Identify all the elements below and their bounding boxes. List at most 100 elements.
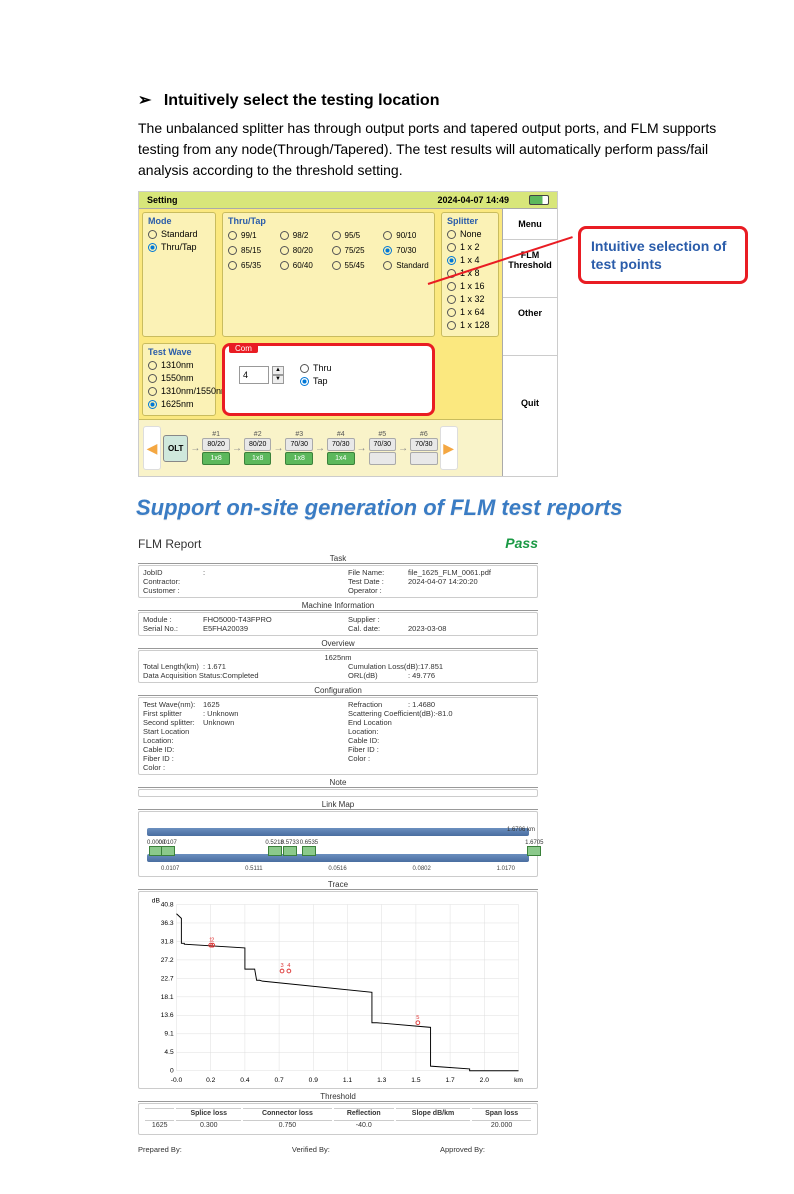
svg-text:31.8: 31.8 xyxy=(161,938,174,945)
svg-text:0.7: 0.7 xyxy=(274,1077,284,1084)
wave-option[interactable]: 1310nm xyxy=(148,360,210,370)
note-header: Note xyxy=(138,778,538,788)
thrutap-option[interactable]: 98/2 xyxy=(280,231,326,240)
wave-option[interactable]: 1550nm xyxy=(148,373,210,383)
report-field: Cal. date:2023-03-08 xyxy=(348,624,533,633)
svg-text:18.1: 18.1 xyxy=(161,994,174,1001)
svg-text:4.5: 4.5 xyxy=(164,1049,174,1056)
splitter-option[interactable]: 1 x 2 xyxy=(447,242,493,252)
chain-node[interactable]: #570/30 xyxy=(369,431,397,465)
mode-option[interactable]: Standard xyxy=(148,229,210,239)
report-field: Scattering Coefficient(dB):-81.0 xyxy=(348,709,533,718)
svg-text:1.3: 1.3 xyxy=(377,1077,387,1084)
svg-text:1.5: 1.5 xyxy=(411,1077,421,1084)
threshold-cell: 0.750 xyxy=(243,1120,332,1130)
chain-node[interactable]: #280/201x8 xyxy=(244,431,272,465)
svg-text:27.2: 27.2 xyxy=(161,957,174,964)
com-value-input[interactable] xyxy=(239,366,269,384)
report-field: Cumulation Loss(dB):17.851 xyxy=(348,662,533,671)
svg-text:-0.0: -0.0 xyxy=(171,1077,183,1084)
svg-text:0.9: 0.9 xyxy=(309,1077,319,1084)
task-header: Task xyxy=(138,554,538,564)
chain-next-button[interactable]: ▶ xyxy=(440,426,458,470)
linkmap-header: Link Map xyxy=(138,800,538,810)
report-title: FLM Report xyxy=(138,537,505,551)
chain-node[interactable]: #670/30 xyxy=(410,431,438,465)
svg-text:3: 3 xyxy=(280,963,283,969)
splitter-option[interactable]: 1 x 128 xyxy=(447,320,493,330)
signature-field: Prepared By: xyxy=(138,1145,235,1154)
thru-radio[interactable]: Thru xyxy=(300,363,332,373)
linkmap-event: 0.6535 xyxy=(300,840,318,856)
splitter-option[interactable]: None xyxy=(447,229,493,239)
thrutap-option[interactable]: 75/25 xyxy=(332,246,378,255)
wave-option[interactable]: 1625nm xyxy=(148,399,210,409)
thrutap-option[interactable]: 55/45 xyxy=(332,261,378,270)
report-field: Color : xyxy=(348,754,533,763)
timestamp: 2024-04-07 14:49 xyxy=(437,195,509,205)
thrutap-option[interactable]: 70/30 xyxy=(383,246,429,255)
chain-prev-button[interactable]: ◀ xyxy=(143,426,161,470)
threshold-col: Span loss xyxy=(472,1108,531,1118)
thrutap-option[interactable]: 85/15 xyxy=(228,246,274,255)
device-screenshot-wrap: Setting 2024-04-07 14:49 Mode StandardTh… xyxy=(138,191,734,477)
battery-icon xyxy=(529,195,549,205)
chain-node[interactable]: #180/201x8 xyxy=(202,431,230,465)
thrutap-option[interactable]: Standard xyxy=(383,261,429,270)
tap-radio[interactable]: Tap xyxy=(300,376,332,386)
threshold-col: Connector loss xyxy=(243,1108,332,1118)
signature-field: Verified By: xyxy=(292,1145,383,1154)
report-field: File Name:file_1625_FLM_0061.pdf xyxy=(348,568,533,577)
report-field: Location: xyxy=(348,727,533,736)
report-field: Cable ID: xyxy=(143,745,328,754)
spin-up-icon[interactable]: ▲ xyxy=(272,366,284,375)
svg-text:36.3: 36.3 xyxy=(161,920,174,927)
com-spinner[interactable]: ▲▼ xyxy=(239,366,284,384)
report-field: Test Wave(nm):1625 xyxy=(143,700,328,709)
signature-row: Prepared By:Verified By:Approved By: xyxy=(138,1145,538,1154)
threshold-table: Splice lossConnector lossReflectionSlope… xyxy=(138,1103,538,1135)
quit-button[interactable]: Quit xyxy=(503,356,557,418)
thrutap-option[interactable]: 99/1 xyxy=(228,231,274,240)
section-heading: ➢ Intuitively select the testing locatio… xyxy=(138,90,734,110)
svg-text:dB: dB xyxy=(152,898,161,905)
threshold-col: Slope dB/km xyxy=(396,1108,470,1118)
splitter-option[interactable]: 1 x 32 xyxy=(447,294,493,304)
chain-node[interactable]: #370/301x8 xyxy=(285,431,313,465)
threshold-cell: 0.300 xyxy=(176,1120,241,1130)
threshold-cell: 1625 xyxy=(145,1120,174,1130)
report-field: First splitter: Unknown xyxy=(143,709,328,718)
report-field: Total Length(km): 1.671 xyxy=(143,662,328,671)
report-field: Supplier : xyxy=(348,615,533,624)
report-field: Data Acquisition Status:Completed xyxy=(143,671,328,680)
ov-center: 1625nm xyxy=(143,653,533,662)
thrutap-option[interactable]: 60/40 xyxy=(280,261,326,270)
threshold-col xyxy=(145,1108,174,1118)
report-field: Fiber ID : xyxy=(143,754,328,763)
thrutap-option[interactable]: 65/35 xyxy=(228,261,274,270)
chain-node[interactable]: #470/301x4 xyxy=(327,431,355,465)
intro-paragraph: The unbalanced splitter has through outp… xyxy=(138,118,718,181)
svg-text:9.1: 9.1 xyxy=(164,1031,174,1038)
spin-down-icon[interactable]: ▼ xyxy=(272,375,284,384)
svg-text:5: 5 xyxy=(416,1015,419,1021)
splitter-option[interactable]: 1 x 64 xyxy=(447,307,493,317)
mode-option[interactable]: Thru/Tap xyxy=(148,242,210,252)
wave-option[interactable]: 1310nm/1550nm xyxy=(148,386,210,396)
ov-header: Overview xyxy=(138,639,538,649)
report-field: Refraction: 1.4680 xyxy=(348,700,533,709)
svg-text:1.1: 1.1 xyxy=(343,1077,353,1084)
report-field: Test Date :2024-04-07 14:20:20 xyxy=(348,577,533,586)
threshold-cell: 20.000 xyxy=(472,1120,531,1130)
menu-button[interactable]: Menu xyxy=(503,209,557,240)
svg-text:2: 2 xyxy=(211,937,214,943)
other-button[interactable]: Other xyxy=(503,298,557,356)
thrutap-option[interactable]: 90/10 xyxy=(383,231,429,240)
thrutap-option[interactable]: 80/20 xyxy=(280,246,326,255)
report-field: Location: xyxy=(143,736,328,745)
splitter-option[interactable]: 1 x 16 xyxy=(447,281,493,291)
report-field: Cable ID: xyxy=(348,736,533,745)
svg-text:1.7: 1.7 xyxy=(445,1077,455,1084)
thrutap-option[interactable]: 95/5 xyxy=(332,231,378,240)
report-field: Contractor: xyxy=(143,577,328,586)
